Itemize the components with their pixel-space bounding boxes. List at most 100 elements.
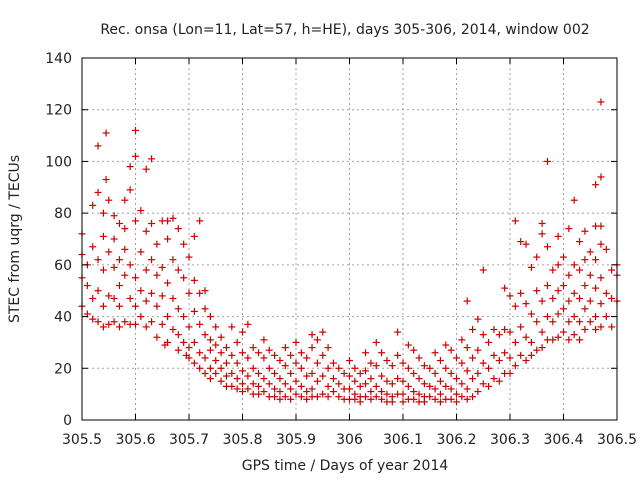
data-point [527,263,535,271]
data-point [538,230,546,238]
data-point [89,315,97,323]
data-point [410,388,418,396]
data-point [346,385,353,393]
data-point [132,302,139,310]
data-point [110,263,118,271]
data-point [233,375,241,383]
data-point [367,359,375,367]
data-point [185,354,193,362]
data-point [431,349,439,357]
data-point [180,338,188,346]
data-point [281,380,289,388]
data-point [324,344,332,352]
data-point [570,313,578,321]
data-point [378,349,386,357]
data-point [206,336,214,344]
axis-ticks [81,57,618,421]
data-point [351,395,359,403]
data-point [362,349,370,357]
data-point [329,359,337,367]
data-point [501,326,509,333]
data-point [148,256,156,264]
data-point [180,274,188,282]
data-point [126,163,134,171]
data-point [431,385,439,393]
data-point [319,372,327,380]
data-point [281,393,289,401]
x-tick-label: 305.7 [169,432,209,448]
data-point [501,349,509,357]
data-point [404,382,412,390]
data-point [148,219,156,227]
data-point [105,196,113,204]
data-point [169,326,177,333]
data-point [576,336,584,344]
x-tick-label: 305.5 [62,432,102,448]
data-point [378,388,386,396]
data-point [244,385,252,393]
data-point [538,328,546,336]
data-point [190,338,198,346]
data-point [426,393,434,401]
data-point [576,318,584,326]
data-point [121,318,129,326]
data-point [485,338,493,346]
data-point [329,375,337,383]
data-point [99,302,107,310]
data-point [372,362,380,370]
data-point [115,302,123,310]
data-point [142,323,150,331]
data-point [549,336,557,344]
data-point [533,318,541,326]
data-point [142,266,150,274]
data-point [506,369,514,377]
data-point [592,313,600,321]
data-point [490,326,498,333]
y-tick-label: 20 [54,361,72,377]
data-point [153,333,161,341]
data-point [169,294,177,302]
data-point [196,217,204,225]
data-point [511,217,519,225]
data-point [180,240,188,248]
data-point [142,297,150,305]
data-point [287,395,295,403]
data-point [239,380,246,388]
data-point [126,294,134,302]
data-point [308,385,316,393]
data-point [533,346,541,354]
data-point [602,313,610,321]
data-point [463,385,471,393]
data-point [383,390,391,398]
data-point [495,331,503,339]
data-point [174,331,182,339]
data-point [522,240,530,248]
data-point [592,181,600,189]
data-point [94,287,102,295]
data-point [458,336,466,344]
data-point [94,256,102,264]
data-point [271,369,279,377]
data-point [201,369,209,377]
data-point [399,390,407,398]
data-point [463,297,471,305]
data-point [415,354,423,362]
data-point [201,287,209,295]
data-point [319,328,327,336]
data-point [597,300,605,308]
data-point [447,385,455,393]
data-point [543,313,551,321]
data-point [378,372,386,380]
data-point [608,266,616,274]
data-point [233,385,241,393]
data-point [324,393,332,401]
data-point [538,344,546,352]
data-point [169,256,177,264]
data-point [164,279,172,287]
data-point [570,289,578,297]
data-point [501,284,509,292]
data-point [351,364,359,372]
data-point [271,351,279,359]
